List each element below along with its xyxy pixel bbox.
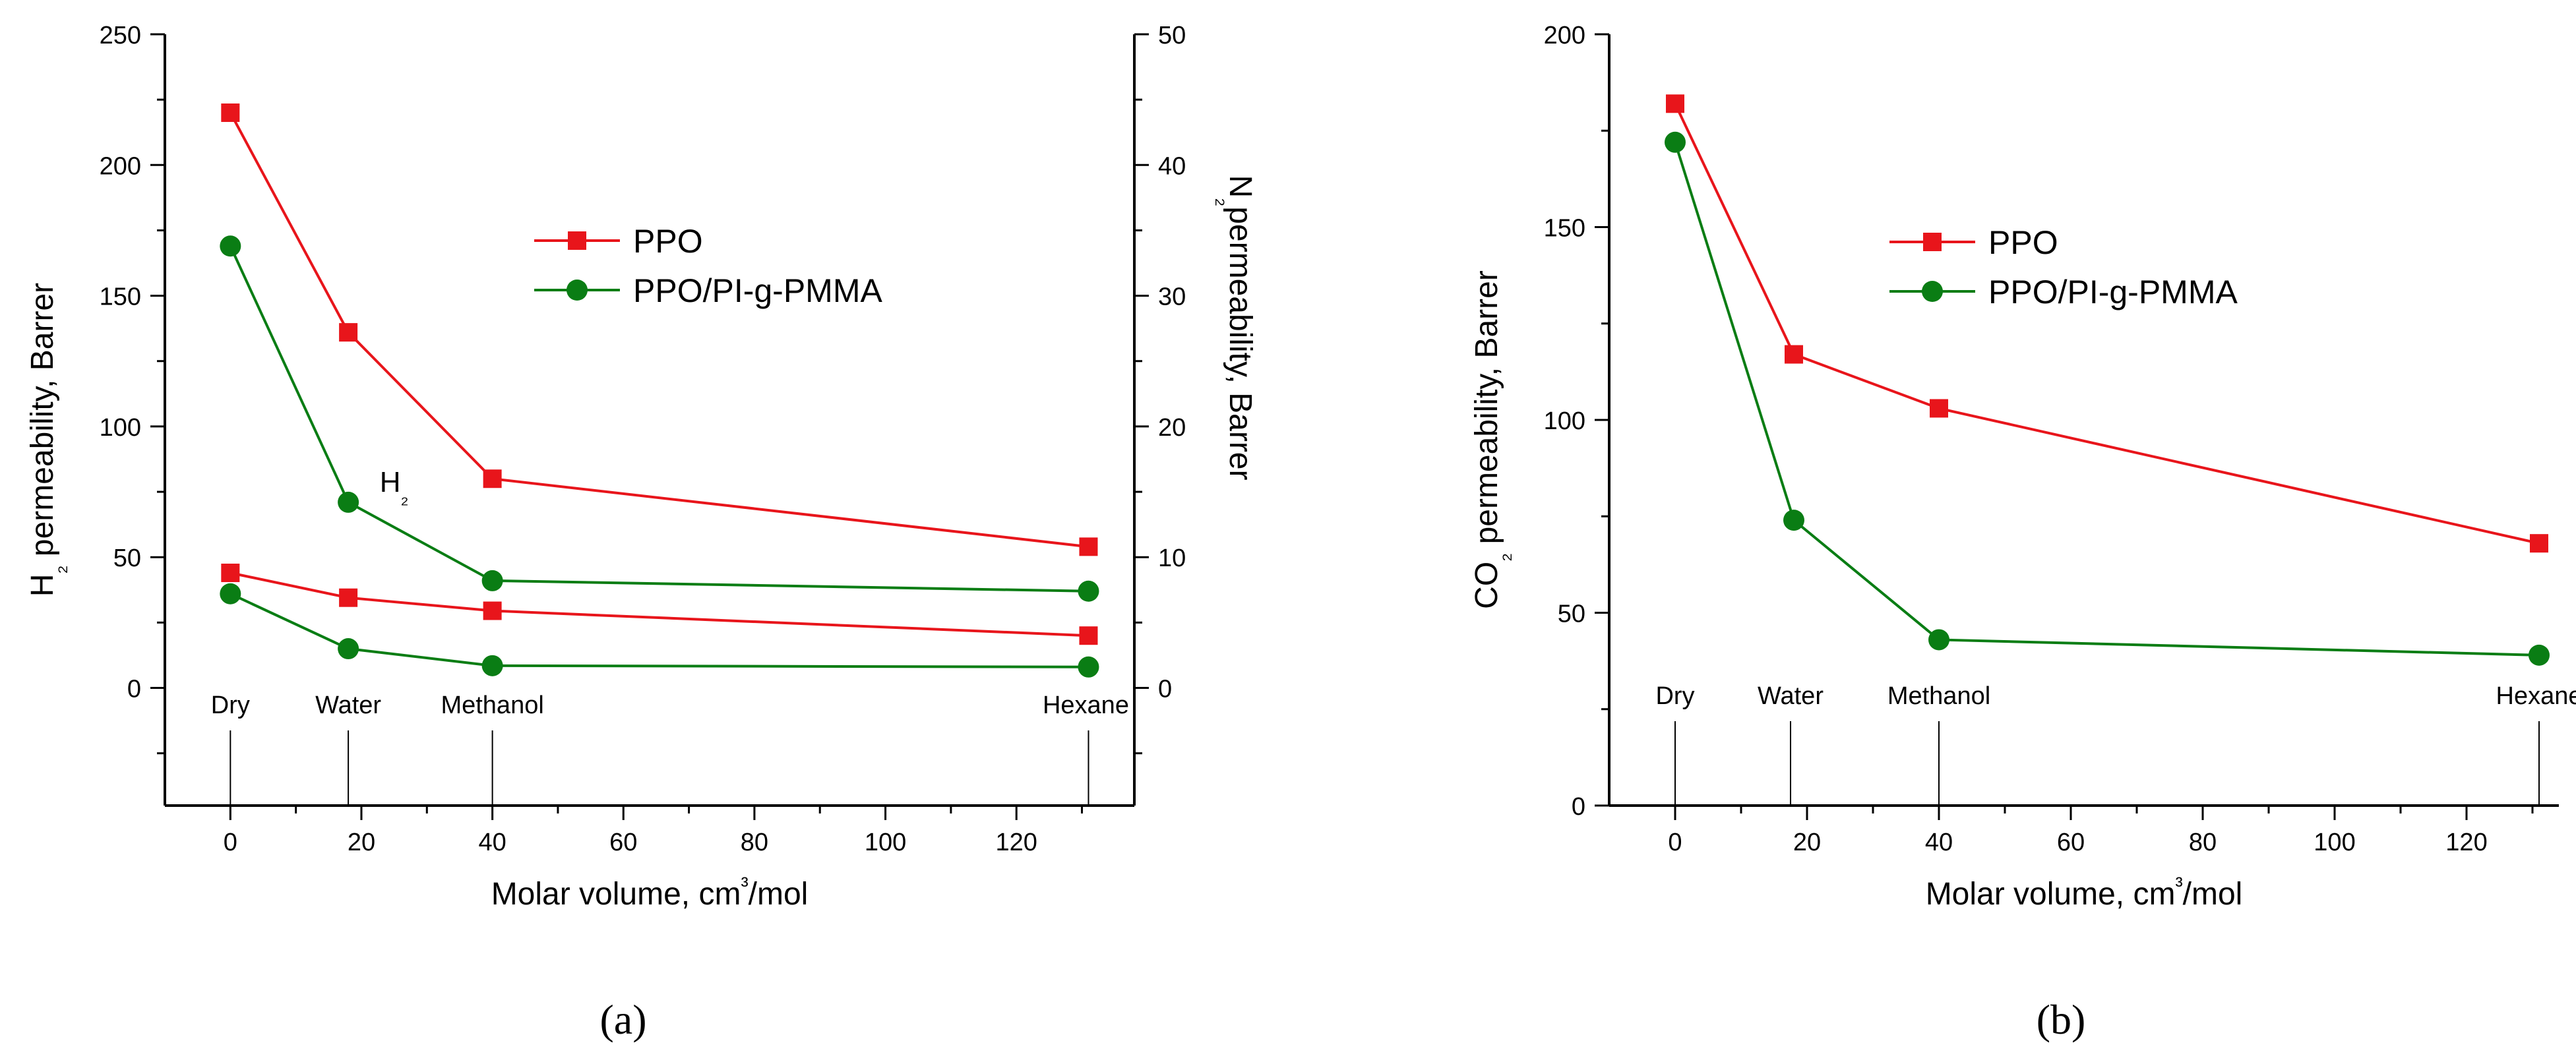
x-tick-label: 120 — [996, 829, 1037, 856]
chart-panel-a: 0 20 40 60 80 100 120 0 50 100 150 200 250 0 10 20 30 40 5… — [25, 22, 1258, 1043]
data-point-circle — [1078, 580, 1099, 602]
chart-panel-b: 0 20 40 60 80 100 120 0 50 100 150 200 Molar volume,… — [1469, 22, 2576, 1043]
legend-label: PPO — [1988, 224, 2058, 261]
x-axis-title: Molar volume, cm³/mol — [491, 873, 809, 912]
data-point-square — [339, 588, 358, 607]
legend: PPO PPO/PI-g-PMMA — [534, 223, 882, 309]
solvent-label: Hexane — [2496, 682, 2576, 710]
y-tick-label-left: 200 — [100, 152, 141, 180]
legend-label: PPO/PI-g-PMMA — [633, 272, 882, 309]
y-tick-label-left: 50 — [113, 545, 141, 572]
y-tick-label-left: 100 — [1544, 407, 1585, 435]
series-line — [1674, 103, 2540, 545]
data-point-circle — [1783, 510, 1804, 531]
series-ppo-co2 — [1666, 94, 2548, 553]
y-axis-title-left: H₂ permeability, Barrer — [25, 283, 71, 597]
solvent-label: Water — [315, 692, 381, 719]
x-tick-label: 100 — [2314, 829, 2355, 856]
data-point-square — [1785, 345, 1803, 364]
series-ppo-n2 — [221, 564, 1098, 645]
data-point-square — [1930, 399, 1948, 418]
data-point-circle — [338, 491, 359, 513]
data-point-circle — [2529, 644, 2550, 666]
x-tick-label: 120 — [2445, 829, 2487, 856]
x-tick-label: 60 — [609, 829, 637, 856]
y-tick-label-right: 0 — [1158, 676, 1172, 703]
y-axis-title-left: CO₂ permeability, Barrer — [1469, 270, 1515, 609]
legend-label: PPO — [633, 223, 703, 260]
y-tick-label-left: 100 — [100, 414, 141, 442]
legend-label: PPO/PI-g-PMMA — [1988, 274, 2238, 310]
panel-label: (b) — [2037, 996, 2086, 1043]
data-point-square — [221, 564, 240, 583]
data-point-square — [1079, 626, 1098, 645]
y-tick-label-left: 0 — [127, 676, 141, 703]
solvent-label: Water — [1758, 682, 1824, 710]
x-tick-label: 20 — [348, 829, 375, 856]
x-tick-label: 0 — [224, 829, 237, 856]
y-tick-label-right: 40 — [1158, 152, 1186, 180]
data-point-square — [2530, 534, 2548, 553]
x-tick-label: 40 — [478, 829, 506, 856]
series-line — [229, 112, 1089, 548]
data-point-circle — [1078, 656, 1099, 678]
x-tick-label: 20 — [1793, 829, 1821, 856]
legend-marker-square — [568, 231, 586, 250]
data-point-circle — [1665, 131, 1686, 153]
legend: PPO PPO/PI-g-PMMA — [1889, 224, 2238, 310]
x-tick-label: 60 — [2057, 829, 2085, 856]
y-axis-title-right: N₂permeability, Barrer — [1213, 175, 1258, 481]
series-line — [229, 245, 1089, 593]
solvent-label: Hexane — [1043, 692, 1129, 719]
y-tick-label-left: 150 — [100, 283, 141, 311]
series-line — [230, 572, 1089, 637]
data-point-circle — [481, 655, 503, 676]
legend-marker-circle — [1922, 281, 1943, 302]
data-point-square — [221, 103, 240, 122]
data-point-square — [1079, 537, 1098, 556]
solvent-label: Methanol — [1887, 682, 1990, 710]
y-tick-label-right: 10 — [1158, 545, 1186, 572]
y-tick-label-right: 30 — [1158, 283, 1186, 311]
y-tick-label-right: 50 — [1158, 22, 1186, 49]
data-point-square — [483, 469, 502, 488]
series-line — [230, 592, 1089, 668]
series-ppo-h2 — [221, 103, 1098, 556]
x-tick-label: 80 — [2189, 829, 2217, 856]
y-tick-label-left: 50 — [1558, 601, 1585, 628]
y-tick-label-left: 150 — [1544, 215, 1585, 243]
series-ppo-pi-g-pmma-n2 — [220, 583, 1099, 678]
y-tick-label-left: 0 — [1572, 793, 1585, 821]
x-tick-label: 0 — [1668, 829, 1682, 856]
legend-marker-circle — [567, 280, 588, 301]
x-axis-title: Molar volume, cm³/mol — [1926, 873, 2243, 912]
y-tick-label-left: 200 — [1544, 22, 1585, 49]
x-tick-label: 100 — [865, 829, 906, 856]
data-point-circle — [220, 235, 241, 257]
y-tick-label-left: 250 — [100, 22, 141, 49]
annotation-label: H₂ — [380, 466, 409, 508]
data-point-circle — [220, 583, 241, 605]
legend-marker-square — [1923, 233, 1942, 251]
y-tick-label-right: 20 — [1158, 414, 1186, 442]
data-point-circle — [1928, 629, 1949, 651]
x-tick-label: 80 — [741, 829, 768, 856]
series-ppo-pi-g-pmma-co2 — [1665, 131, 2550, 666]
x-tick-label: 40 — [1925, 829, 1953, 856]
solvent-label: Methanol — [441, 692, 543, 719]
series-ppo-pi-g-pmma-h2 — [220, 235, 1099, 602]
data-point-square — [1666, 94, 1684, 113]
solvent-label: Dry — [1655, 682, 1694, 710]
data-point-circle — [481, 570, 503, 591]
series-line — [1674, 142, 2540, 657]
data-point-circle — [338, 638, 359, 660]
panel-label: (a) — [599, 996, 646, 1043]
solvent-label: Dry — [211, 692, 250, 719]
data-point-square — [483, 601, 502, 620]
data-point-square — [339, 323, 358, 342]
